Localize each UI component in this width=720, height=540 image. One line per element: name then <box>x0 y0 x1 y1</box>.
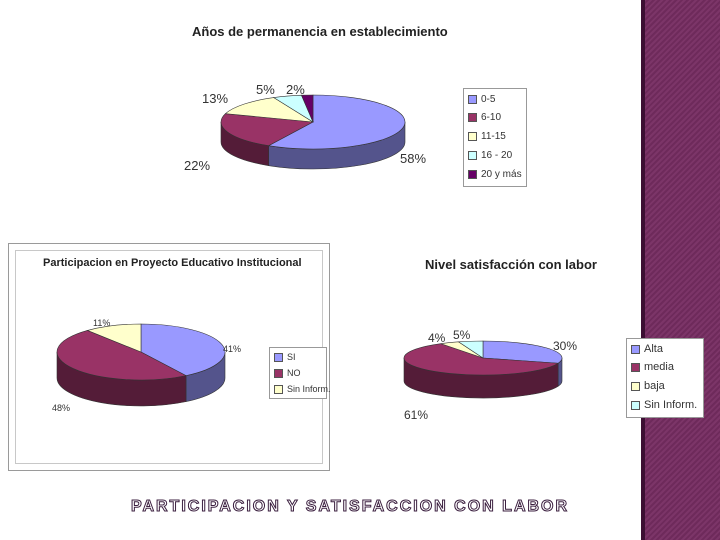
legend-item: Alta <box>631 342 663 356</box>
pie-chart-participation <box>56 323 226 407</box>
legend-label: Alta <box>644 343 663 355</box>
legend-swatch <box>274 384 283 394</box>
legend-swatch <box>468 112 477 122</box>
legend-label: NO <box>287 368 301 378</box>
chart-title: Participacion en Proyecto Educativo Inst… <box>43 257 302 269</box>
pie-slice <box>220 113 315 146</box>
data-label: 61% <box>404 408 429 422</box>
pie-slice <box>457 340 484 359</box>
legend-label: 16 - 20 <box>481 149 513 161</box>
legend-item: 0-5 <box>468 92 495 106</box>
pie-chart-satisfaction <box>403 340 563 399</box>
data-label: 13% <box>202 91 229 106</box>
data-label: 30% <box>553 339 578 353</box>
legend-item: NO <box>274 366 301 380</box>
legend-label: 0-5 <box>481 93 496 105</box>
pie-slice <box>224 97 314 123</box>
chart-title: Nivel satisfacción con labor <box>425 257 597 272</box>
legend-label: media <box>644 361 674 373</box>
chart-years-panel: Años de permanencia en establecimiento 0… <box>170 18 527 208</box>
legend-swatch <box>631 400 640 410</box>
legend-label: 6-10 <box>481 111 502 123</box>
legend-swatch <box>468 94 477 104</box>
chart-title: Años de permanencia en establecimiento <box>192 24 448 39</box>
legend-item: baja <box>631 379 665 393</box>
slide-footer-title: PARTICIPACION Y SATISFACCION CON LABOR <box>130 498 570 516</box>
legend-item: 16 - 20 <box>468 148 512 162</box>
legend: Alta media baja Sin Inform. <box>626 338 704 418</box>
legend-label: Sin Inform. <box>644 399 698 411</box>
legend-item: 20 y más <box>468 167 522 181</box>
data-label: 4% <box>428 331 446 345</box>
legend-item: media <box>631 360 674 374</box>
legend-swatch <box>274 368 283 378</box>
legend-swatch <box>468 150 477 160</box>
chart-satisfaction-panel: Nivel satisfacción con labor 4% 5% 30% 6… <box>395 248 641 448</box>
pie-slice <box>301 94 314 123</box>
legend-item: 11-15 <box>468 129 506 143</box>
legend-swatch <box>631 362 640 372</box>
pie-slice <box>267 94 406 150</box>
data-label: 5% <box>256 82 275 97</box>
legend-label: 20 y más <box>481 168 522 180</box>
legend-label: 11-15 <box>481 130 506 142</box>
decorative-sidebar <box>641 0 720 540</box>
data-label: 41% <box>223 344 242 354</box>
legend-label: baja <box>644 380 665 392</box>
legend-item: Sin Inform. <box>274 382 331 396</box>
data-label: 22% <box>184 158 211 173</box>
data-label: 5% <box>453 328 471 342</box>
pie-chart-years <box>220 94 406 170</box>
legend: 0-5 6-10 11-15 16 - 20 20 y más <box>463 88 527 187</box>
legend-swatch <box>468 131 477 141</box>
legend-swatch <box>468 169 477 179</box>
pie-slice <box>86 323 142 353</box>
pie-slice <box>403 343 560 376</box>
legend-item: 6-10 <box>468 110 501 124</box>
data-label: 2% <box>286 82 305 97</box>
pie-slice <box>56 330 187 381</box>
legend: SI NO Sin Inform. <box>269 347 331 399</box>
legend-label: Sin Inform. <box>287 384 331 394</box>
data-label: 58% <box>400 151 427 166</box>
legend-label: SI <box>287 352 296 362</box>
chart-participation-panel: Participacion en Proyecto Educativo Inst… <box>8 243 331 471</box>
legend-item: Sin Inform. <box>631 398 697 412</box>
legend-item: SI <box>274 350 296 364</box>
legend-swatch <box>274 352 283 362</box>
data-label: 11% <box>93 318 111 328</box>
pie-slice <box>482 340 563 364</box>
legend-swatch <box>631 344 640 354</box>
data-label: 48% <box>52 403 71 413</box>
legend-swatch <box>631 381 640 391</box>
